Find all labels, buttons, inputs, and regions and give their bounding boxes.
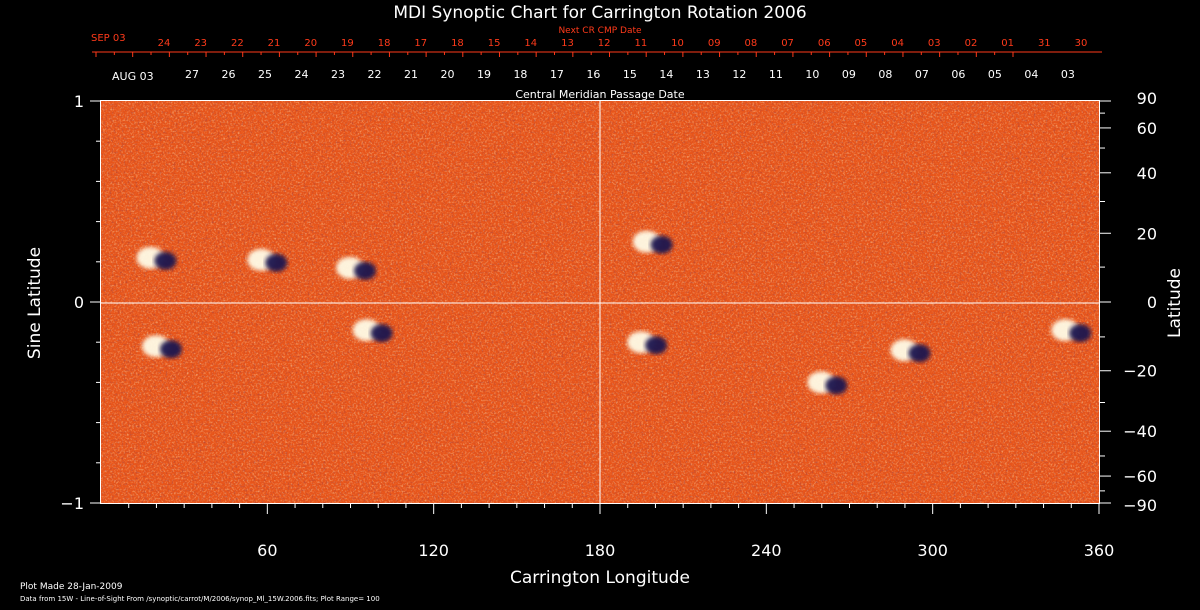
cmp-date-label: 15: [623, 68, 637, 81]
plot-made-note: Plot Made 28-Jan-2009: [20, 582, 123, 592]
next-cr-date-label: 31: [1038, 38, 1051, 49]
next-cr-date-label: 03: [928, 38, 941, 49]
cmp-date-label: 22: [367, 68, 381, 81]
latitude-axis: 90 60 40 20 0 −20 −40 −60 −90: [1099, 89, 1157, 515]
cmp-axis-label: Central Meridian Passage Date: [515, 88, 684, 101]
cmp-date-label: 12: [732, 68, 746, 81]
y-left-tick-label: −1: [60, 494, 84, 513]
next-cr-date-label: 07: [781, 38, 794, 49]
negative-polarity-spot: [265, 253, 288, 272]
x-tick-label: 360: [1084, 541, 1115, 560]
next-cr-date-label: 06: [818, 38, 831, 49]
negative-polarity-spot: [650, 235, 673, 254]
negative-polarity-spot: [825, 376, 848, 395]
cmp-date-label: 23: [331, 68, 345, 81]
x-tick-label: 180: [585, 541, 616, 560]
longitude-axis: 60 120 180 240 300 360: [128, 503, 1115, 560]
cmp-date-label: 04: [1024, 68, 1038, 81]
cmp-date-label: 24: [294, 68, 308, 81]
cmp-date-label: 17: [550, 68, 564, 81]
x-tick-label: 240: [751, 541, 782, 560]
next-cr-date-label: 01: [1001, 38, 1014, 49]
y-axis-label-right: Latitude: [1165, 268, 1185, 338]
sine-latitude-axis: 1 0 −1: [60, 92, 101, 513]
y-right-tick-label: −60: [1123, 467, 1157, 486]
negative-polarity-spot: [154, 251, 177, 270]
cmp-date-label: 08: [878, 68, 892, 81]
y-right-tick-label: −90: [1123, 496, 1157, 515]
next-cr-date-label: 23: [194, 38, 207, 49]
cmp-date-label: 09: [842, 68, 856, 81]
cmp-date-label: 27: [185, 68, 199, 81]
cmp-date-label: 13: [696, 68, 710, 81]
next-cr-date-label: 13: [561, 38, 574, 49]
next-cr-date-label: 05: [855, 38, 868, 49]
cmp-date-label: 05: [988, 68, 1002, 81]
next-cr-date-label: 19: [341, 38, 354, 49]
next-cr-date-label: 17: [414, 38, 427, 49]
next-cr-date-label: 12: [598, 38, 611, 49]
cmp-date-label: 07: [915, 68, 929, 81]
next-cr-date-label: 21: [268, 38, 281, 49]
cmp-date-label: 18: [513, 68, 527, 81]
cmp-date-label: 11: [769, 68, 783, 81]
cmp-date-label: 14: [659, 68, 673, 81]
next-cr-date-label: 18: [451, 38, 464, 49]
next-cr-axis: 24 23 22 21 20 19 18 17 18 15 14 13 12 11 10 09 08 07 06 05…: [95, 38, 1088, 57]
cmp-date-label: 03: [1061, 68, 1075, 81]
next-cr-date-label: 30: [1075, 38, 1088, 49]
y-right-tick-label: 90: [1137, 89, 1157, 108]
negative-polarity-spot: [370, 324, 393, 343]
next-cr-date-label: 22: [231, 38, 244, 49]
next-cr-date-label: 18: [378, 38, 391, 49]
next-cr-start: SEP 03: [91, 33, 126, 44]
cmp-date-label: 20: [440, 68, 454, 81]
y-right-tick-label: 20: [1137, 224, 1157, 243]
y-right-tick-label: 40: [1137, 164, 1157, 183]
magnetogram-plot: [100, 100, 1100, 504]
next-cr-date-label: 20: [304, 38, 317, 49]
y-axis-label-left: Sine Latitude: [25, 247, 45, 359]
x-axis-label: Carrington Longitude: [510, 568, 690, 588]
x-tick-label: 60: [257, 541, 277, 560]
negative-polarity-spot: [159, 340, 182, 359]
chart-title: MDI Synoptic Chart for Carrington Rotati…: [393, 3, 806, 23]
cmp-date-axis: 27 26 25 24 23 22 21 20 19 18 17 16 15 14 13 12 11 10 09 08…: [185, 68, 1075, 81]
next-cr-date-label: 10: [671, 38, 684, 49]
x-tick-label: 120: [418, 541, 449, 560]
next-cr-date-label: 09: [708, 38, 721, 49]
cmp-date-label: 06: [951, 68, 965, 81]
next-cr-label: Next CR CMP Date: [558, 26, 642, 36]
y-right-tick-label: 60: [1137, 119, 1157, 138]
y-right-tick-label: −20: [1123, 362, 1157, 381]
data-source-note: Data from 15W - Line-of-Sight From /syno…: [20, 595, 380, 603]
y-right-tick-label: 0: [1147, 293, 1157, 312]
y-right-tick-label: −40: [1123, 422, 1157, 441]
next-cr-date-label: 15: [488, 38, 501, 49]
cmp-date-label: 26: [221, 68, 235, 81]
cmp-date-label: 16: [586, 68, 600, 81]
cmp-date-label: 10: [805, 68, 819, 81]
y-left-tick-label: 0: [74, 293, 84, 312]
active-regions: [136, 230, 1092, 395]
cmp-date-label: 19: [477, 68, 491, 81]
next-cr-date-label: 04: [891, 38, 904, 49]
next-cr-date-label: 14: [524, 38, 537, 49]
next-cr-date-label: 11: [634, 38, 647, 49]
y-left-tick-label: 1: [74, 92, 84, 111]
negative-polarity-spot: [908, 344, 931, 363]
cmp-date-label: 21: [404, 68, 418, 81]
negative-polarity-spot: [645, 336, 668, 355]
next-cr-date-label: 08: [745, 38, 758, 49]
next-cr-date-label: 02: [965, 38, 978, 49]
cmp-start-label: AUG 03: [112, 70, 154, 83]
negative-polarity-spot: [354, 261, 377, 280]
x-tick-label: 300: [917, 541, 948, 560]
cmp-date-label: 25: [258, 68, 272, 81]
next-cr-date-label: 24: [158, 38, 171, 49]
negative-polarity-spot: [1069, 324, 1092, 343]
